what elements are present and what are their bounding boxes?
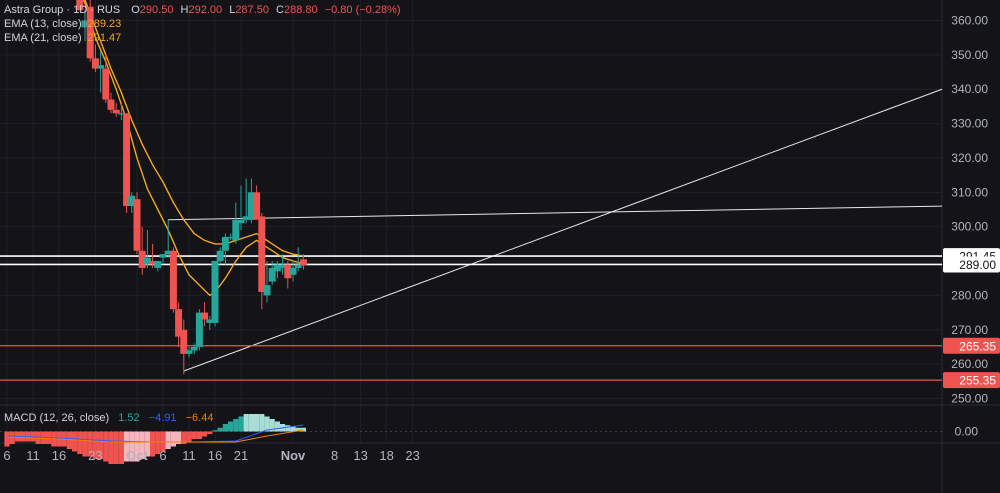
- candle-body: [186, 350, 193, 353]
- price-tag-red: 265.35: [943, 338, 1000, 354]
- price-tick-label: 360.00: [951, 14, 988, 28]
- macd-histogram-bar: [218, 428, 223, 432]
- time-tick-label: 8: [331, 448, 338, 463]
- time-tick-label: 6: [159, 448, 166, 463]
- macd-histogram-bar: [249, 414, 254, 432]
- macd-histogram-bar: [150, 432, 155, 457]
- price-tag-red: 255.35: [943, 372, 1000, 388]
- candle-body: [180, 330, 187, 354]
- macd-histogram-bar: [259, 414, 264, 432]
- candle-body: [160, 254, 167, 257]
- macd-zero-label: 0.00: [955, 425, 979, 439]
- macd-histogram-bar: [103, 432, 108, 462]
- macd-histogram-bar: [285, 425, 290, 431]
- time-tick-label: 16: [52, 448, 66, 463]
- macd-histogram-bar: [223, 424, 228, 432]
- candle-body: [238, 220, 245, 223]
- time-tick-label: 16: [208, 448, 222, 463]
- macd-histogram-bar: [192, 432, 197, 440]
- candle-body: [102, 69, 109, 100]
- macd-histogram-bar: [202, 432, 207, 437]
- price-tick-label: 250.00: [951, 392, 988, 406]
- price-tag-white: 289.00: [943, 256, 1000, 272]
- macd-histogram-bar: [275, 422, 280, 432]
- time-tick-label: 21: [234, 448, 248, 463]
- macd-histogram-bar: [290, 427, 295, 432]
- candle-body: [154, 261, 161, 268]
- price-tick-label: 320.00: [951, 151, 988, 165]
- macd-histogram-bar: [171, 432, 176, 447]
- candle-body: [258, 216, 265, 292]
- candle-body: [170, 251, 177, 309]
- time-tick-label: Nov: [281, 448, 306, 463]
- price-tick-label: 310.00: [951, 185, 988, 199]
- macd-histogram-bar: [233, 419, 238, 432]
- legend-symbol-line: Astra Group · 1D · RUS O290.50 H292.00 L…: [4, 4, 401, 16]
- candle-body: [191, 347, 198, 350]
- macd-histogram-bar: [82, 432, 87, 457]
- candle-body: [201, 313, 208, 320]
- candle-body: [212, 261, 219, 323]
- time-tick-label: 6: [3, 448, 10, 463]
- price-tag-label: 289.00: [959, 258, 996, 272]
- candle-body: [123, 113, 130, 206]
- macd-histogram-bar: [166, 432, 171, 450]
- price-tag-label: 255.35: [959, 374, 996, 388]
- price-tick-label: 350.00: [951, 48, 988, 62]
- macd-histogram-bar: [77, 432, 82, 455]
- time-tick-label: 18: [379, 448, 393, 463]
- time-tick-label: 23: [88, 448, 102, 463]
- candle-body: [222, 237, 229, 251]
- candle-body: [264, 285, 271, 295]
- candle-down: [134, 192, 141, 254]
- macd-histogram-bar: [119, 432, 124, 465]
- price-tick-label: 300.00: [951, 220, 988, 234]
- macd-histogram-bar: [244, 414, 249, 432]
- macd-histogram-bar: [254, 414, 259, 432]
- chart-container[interactable]: 250.00260.00270.00280.00290.00300.00310.…: [0, 0, 1000, 493]
- macd-histogram-bar: [238, 417, 243, 432]
- price-chart[interactable]: 250.00260.00270.00280.00290.00300.00310.…: [0, 0, 1000, 493]
- candle-body: [300, 259, 307, 265]
- legend-ema13: EMA (13, close) 289.23: [4, 18, 121, 30]
- macd-histogram-bar: [72, 432, 77, 452]
- macd-histogram-bar: [108, 432, 113, 465]
- price-tick-label: 280.00: [951, 288, 988, 302]
- price-tick-label: 340.00: [951, 82, 988, 96]
- time-tick-label: 23: [405, 448, 419, 463]
- legend-ema21: EMA (21, close) 291.47: [4, 32, 121, 44]
- candle-body: [113, 110, 120, 113]
- macd-histogram-bar: [4, 432, 9, 447]
- candle-body: [290, 268, 297, 275]
- macd-histogram-bar: [212, 430, 217, 431]
- price-tick-label: 260.00: [951, 357, 988, 371]
- macd-histogram-bar: [301, 428, 306, 432]
- time-axis: 6 11 16 23 Oct 6 11 16 21 Nov 8 13 18 23: [3, 448, 419, 463]
- time-tick-label: 13: [353, 448, 367, 463]
- macd-histogram-bar: [197, 432, 202, 440]
- candle-up: [212, 261, 219, 326]
- price-tag-label: 265.35: [959, 339, 996, 353]
- macd-histogram-bar: [207, 432, 212, 435]
- price-tick-label: 270.00: [951, 323, 988, 337]
- macd-histogram-bar: [114, 432, 119, 465]
- price-tick-label: 330.00: [951, 117, 988, 131]
- candle-body: [134, 199, 141, 251]
- candle-body: [108, 100, 115, 110]
- macd-histogram-bar: [228, 422, 233, 432]
- time-tick-label: 11: [182, 448, 196, 463]
- time-tick-label: Oct: [126, 448, 148, 463]
- candle-body: [253, 192, 260, 219]
- macd-histogram-bar: [186, 432, 191, 442]
- time-tick-label: 11: [26, 448, 40, 463]
- candle-body: [217, 251, 224, 261]
- candle-body: [97, 65, 104, 68]
- candle-down: [170, 247, 177, 312]
- macd-histogram-bar: [67, 432, 72, 450]
